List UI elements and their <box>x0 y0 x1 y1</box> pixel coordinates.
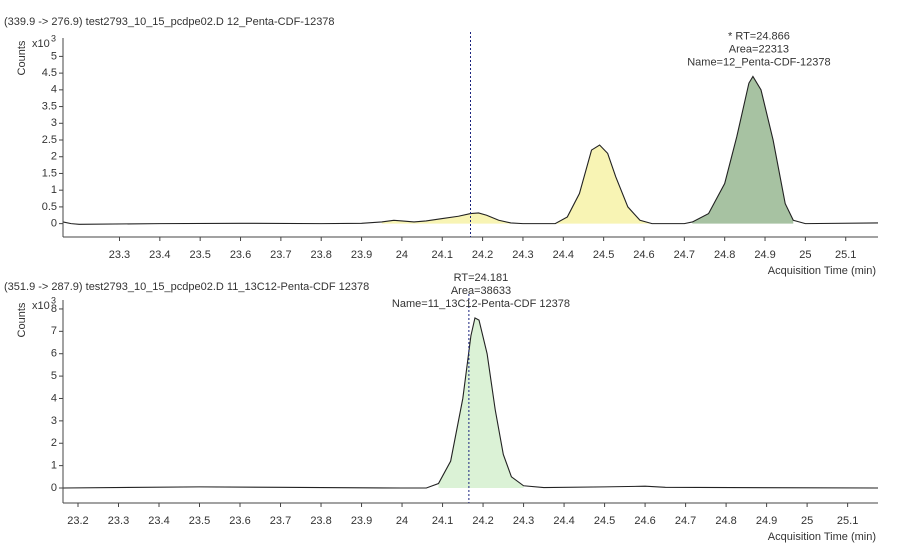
x-tick-label: 23.9 <box>351 515 372 527</box>
y-tick-label: 5 <box>51 370 57 382</box>
y-tick-label: 0.5 <box>42 201 57 213</box>
chart-title: (351.9 -> 287.9) test2793_10_15_pcdpe02.… <box>4 281 369 293</box>
x-tick-label: 25 <box>801 515 813 527</box>
y-tick-label: 2.5 <box>42 134 57 146</box>
x-tick-label: 25.1 <box>837 515 858 527</box>
x-tick-label: 24.2 <box>472 249 493 261</box>
y-exponent: 3 <box>51 33 56 43</box>
y-multiplier: x10 <box>32 300 50 312</box>
x-tick-label: 25.1 <box>835 249 856 261</box>
x-axis-label: Acquisition Time (min) <box>768 265 876 277</box>
x-tick-label: 24.7 <box>674 249 695 261</box>
x-tick-label: 23.4 <box>148 515 169 527</box>
peak-annotation: Area=38633 <box>451 285 511 297</box>
x-tick-label: 23.6 <box>230 249 251 261</box>
y-tick-label: 4 <box>51 84 57 96</box>
chart-title: (339.9 -> 276.9) test2793_10_15_pcdpe02.… <box>4 16 335 28</box>
x-tick-label: 23.5 <box>189 515 210 527</box>
x-tick-label: 23.6 <box>229 515 250 527</box>
x-tick-label: 23.2 <box>67 515 88 527</box>
x-tick-label: 24.4 <box>553 515 574 527</box>
y-tick-label: 1 <box>51 184 57 196</box>
peak-annotation: Name=11_13C12-Penta-CDF 12378 <box>392 298 570 310</box>
y-tick-label: 0 <box>51 218 57 230</box>
y-tick-label: 4.5 <box>42 67 57 79</box>
x-tick-label: 24 <box>396 515 408 527</box>
y-tick-label: 1 <box>51 460 57 472</box>
signal-trace <box>62 317 879 489</box>
y-tick-label: 6 <box>51 348 57 360</box>
x-tick-label: 24 <box>396 249 408 261</box>
x-tick-label: 23.7 <box>270 515 291 527</box>
x-tick-label: 24.8 <box>715 515 736 527</box>
y-tick-label: 3.5 <box>42 100 57 112</box>
x-tick-label: 24.3 <box>512 249 533 261</box>
x-tick-label: 25 <box>799 249 811 261</box>
y-tick-label: 0 <box>51 482 57 494</box>
x-tick-label: 24.5 <box>594 515 615 527</box>
x-tick-label: 24.2 <box>472 515 493 527</box>
x-tick-label: 24.6 <box>633 249 654 261</box>
x-tick-label: 24.9 <box>756 515 777 527</box>
y-tick-label: 1.5 <box>42 167 57 179</box>
y-tick-label: 7 <box>51 325 57 337</box>
x-tick-label: 24.8 <box>714 249 735 261</box>
x-tick-label: 24.5 <box>593 249 614 261</box>
y-axis-label: Counts <box>16 302 28 337</box>
x-tick-label: 23.3 <box>109 249 130 261</box>
x-tick-label: 24.1 <box>432 515 453 527</box>
x-axis-label: Acquisition Time (min) <box>768 531 876 543</box>
signal-trace <box>62 75 879 225</box>
x-tick-label: 23.8 <box>310 515 331 527</box>
x-tick-label: 24.9 <box>754 249 775 261</box>
y-multiplier: x10 <box>32 38 50 50</box>
x-tick-label: 24.6 <box>634 515 655 527</box>
x-tick-label: 23.8 <box>311 249 332 261</box>
y-axis-label: Counts <box>16 40 28 75</box>
x-tick-label: 23.4 <box>149 249 170 261</box>
x-tick-label: 24.1 <box>432 249 453 261</box>
x-tick-label: 24.7 <box>675 515 696 527</box>
y-tick-label: 5 <box>51 50 57 62</box>
peak-annotation: RT=24.181 <box>454 272 509 284</box>
y-tick-label: 3 <box>51 415 57 427</box>
y-tick-label: 3 <box>51 117 57 129</box>
peak-annotation: * RT=24.866 <box>728 30 790 42</box>
y-tick-label: 8 <box>51 303 57 315</box>
y-tick-label: 2 <box>51 151 57 163</box>
x-tick-label: 23.3 <box>108 515 129 527</box>
peak-fill <box>555 145 653 224</box>
peak-fill <box>438 317 524 489</box>
y-tick-label: 4 <box>51 392 57 404</box>
y-tick-label: 2 <box>51 437 57 449</box>
peak-annotation: Name=12_Penta-CDF-12378 <box>687 56 830 68</box>
peak-fill <box>692 76 794 224</box>
x-tick-label: 23.7 <box>270 249 291 261</box>
x-tick-label: 23.9 <box>351 249 372 261</box>
peak-annotation: Area=22313 <box>729 43 789 55</box>
y-exponent: 3 <box>51 295 56 305</box>
x-tick-label: 24.3 <box>513 515 534 527</box>
x-tick-label: 23.5 <box>189 249 210 261</box>
x-tick-label: 24.4 <box>553 249 574 261</box>
